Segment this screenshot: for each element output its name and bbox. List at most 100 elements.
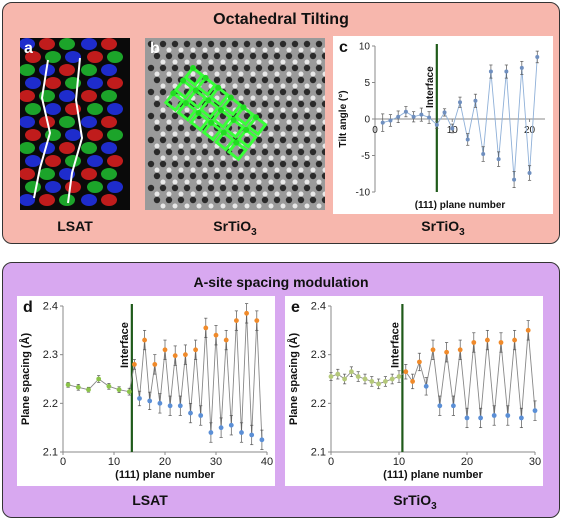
atom-dot xyxy=(165,148,173,156)
atom-column xyxy=(20,168,35,180)
data-point xyxy=(525,327,531,333)
atom-dot xyxy=(274,143,280,149)
atom-dot xyxy=(297,52,305,60)
octahedron xyxy=(221,95,243,117)
atom-dot xyxy=(160,179,166,185)
atom-dot xyxy=(207,40,215,48)
atom-column xyxy=(25,51,41,63)
atom-dot xyxy=(273,172,281,180)
atom-dot xyxy=(322,47,325,53)
atom-column xyxy=(81,116,97,128)
y-tick-label: 0 xyxy=(364,115,370,126)
atom-dot xyxy=(303,160,311,168)
atom-dot xyxy=(195,184,203,192)
atom-dot xyxy=(303,136,311,144)
data-point xyxy=(396,114,401,119)
atom-column xyxy=(101,168,117,180)
atom-dot xyxy=(304,83,310,89)
y-tick-label: 2.4 xyxy=(43,301,58,313)
data-point xyxy=(106,383,112,389)
data-point xyxy=(376,381,381,387)
atom-column xyxy=(59,64,75,76)
atom-dot xyxy=(153,148,161,156)
atom-dot xyxy=(280,83,286,89)
atom-column xyxy=(87,155,103,167)
atom-dot xyxy=(202,143,208,149)
data-point xyxy=(147,398,153,404)
atom-dot xyxy=(250,95,256,101)
data-point xyxy=(167,403,173,409)
atom-column xyxy=(59,38,75,50)
atom-column xyxy=(39,194,55,206)
atom-dot xyxy=(208,59,214,65)
atom-dot xyxy=(286,95,292,101)
data-point xyxy=(75,384,81,390)
atom-dot xyxy=(268,83,274,89)
data-point xyxy=(65,382,71,388)
atom-dot xyxy=(184,155,190,161)
atom-dot xyxy=(190,47,196,53)
atom-dot xyxy=(231,40,239,48)
data-point xyxy=(389,376,395,382)
octahedron xyxy=(163,91,185,113)
atom-dot xyxy=(190,143,196,149)
atom-dot xyxy=(286,119,292,125)
atom-dot xyxy=(297,196,305,204)
interface-annotation: Interface xyxy=(119,322,131,368)
panel-d-caption: LSAT xyxy=(132,492,168,508)
panel-b-letter: b xyxy=(150,40,160,57)
atom-dot xyxy=(310,191,316,197)
data-point xyxy=(388,118,393,123)
atom-dot xyxy=(207,184,215,192)
atom-dot xyxy=(178,47,184,53)
y-tick-label: -10 xyxy=(356,188,371,199)
atom-column xyxy=(81,64,97,76)
atom-dot xyxy=(244,203,250,209)
atom-dot xyxy=(154,191,160,197)
atom-dot xyxy=(298,191,304,197)
atom-dot xyxy=(273,196,281,204)
atom-dot xyxy=(322,167,325,173)
y-tick-label: 10 xyxy=(359,42,371,53)
data-point xyxy=(249,432,255,438)
data-point xyxy=(259,437,265,443)
atom-column xyxy=(65,181,81,193)
panel-letter: e xyxy=(291,299,300,316)
atom-dot xyxy=(280,203,286,209)
data-point xyxy=(203,325,209,331)
atom-dot xyxy=(243,64,251,72)
atom-dot xyxy=(255,64,263,72)
atom-dot xyxy=(225,76,233,84)
data-point xyxy=(496,157,501,162)
atom-dot xyxy=(292,83,298,89)
atom-dot xyxy=(177,148,185,156)
data-point xyxy=(142,337,147,343)
atom-column xyxy=(81,142,97,154)
atom-dot xyxy=(310,119,316,125)
atom-dot xyxy=(165,76,173,84)
atom-dot xyxy=(316,131,322,137)
atom-column xyxy=(25,181,41,193)
atom-dot xyxy=(250,191,256,197)
atom-dot xyxy=(238,71,244,77)
data-point xyxy=(498,340,504,345)
atom-dot xyxy=(309,196,317,204)
x-tick-label: 30 xyxy=(210,456,222,468)
atom-dot xyxy=(154,95,160,101)
atom-column xyxy=(45,51,61,63)
data-point xyxy=(183,352,188,358)
data-point xyxy=(380,120,385,125)
data-point xyxy=(96,376,102,382)
x-axis-label: (111) plane number xyxy=(115,469,215,481)
y-tick-label: 2.3 xyxy=(311,349,326,361)
x-tick-label: 40 xyxy=(261,456,273,468)
data-point xyxy=(239,430,244,435)
data-point xyxy=(423,383,429,389)
data-point xyxy=(126,389,132,395)
atom-dot xyxy=(316,179,322,185)
atom-column xyxy=(20,38,35,50)
atom-dot xyxy=(238,167,244,173)
atom-dot xyxy=(208,107,214,113)
atom-dot xyxy=(147,112,155,120)
atom-dot xyxy=(279,40,287,48)
